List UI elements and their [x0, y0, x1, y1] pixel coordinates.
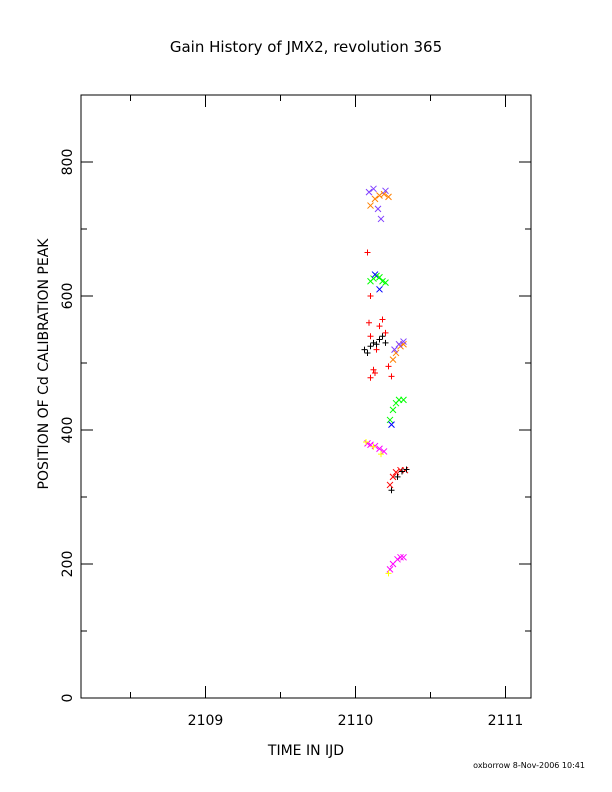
data-point: [380, 448, 388, 455]
data-point: [376, 192, 383, 199]
series-group: [365, 185, 407, 353]
x-tick-label: 2110: [338, 713, 374, 729]
data-point: [367, 293, 374, 299]
data-points: [361, 185, 410, 577]
data-point: [403, 466, 410, 473]
y-tick-label: 800: [60, 149, 76, 176]
data-point: [367, 333, 374, 340]
series-group: [367, 190, 407, 364]
y-tick-label: 200: [60, 551, 76, 578]
data-point: [386, 481, 394, 489]
data-point: [363, 439, 369, 446]
data-point: [391, 346, 398, 353]
data-point: [395, 340, 403, 348]
data-point: [370, 366, 377, 373]
x-tick-label: 2111: [488, 713, 524, 729]
data-point: [379, 316, 386, 323]
series-group: [386, 466, 409, 489]
data-point: [389, 473, 397, 481]
x-tick-label: 2109: [188, 713, 224, 729]
data-point: [389, 356, 397, 364]
data-point: [371, 195, 379, 203]
data-point: [382, 339, 389, 346]
data-point: [364, 249, 371, 256]
data-point: [373, 346, 380, 353]
data-point: [388, 373, 395, 380]
x-axis-label: TIME IN IJD: [267, 743, 344, 759]
data-point: [376, 445, 383, 453]
y-tick-label: 400: [60, 417, 76, 444]
y-tick-labels: 0 200 400 600 800: [60, 149, 76, 703]
data-point: [377, 215, 385, 223]
series-group: [367, 272, 407, 424]
data-point: [382, 329, 389, 336]
data-point: [397, 553, 404, 561]
data-point: [392, 349, 400, 357]
data-point: [385, 570, 392, 577]
data-point: [367, 343, 374, 350]
data-point: [370, 185, 377, 193]
data-point: [394, 473, 401, 480]
data-point: [400, 338, 407, 345]
data-point: [379, 333, 386, 340]
axis-ticks: [81, 95, 531, 698]
data-point: [385, 363, 392, 370]
chart-title: Gain History of JMX2, revolution 365: [170, 38, 442, 56]
series-group: [364, 440, 407, 573]
data-point: [382, 279, 389, 286]
series-group: [361, 333, 389, 356]
data-point: [376, 323, 383, 330]
data-point: [370, 443, 377, 450]
data-point: [385, 193, 392, 201]
data-point: [371, 271, 379, 278]
data-point: [373, 341, 380, 348]
data-point: [382, 187, 389, 195]
data-point: [389, 406, 397, 414]
data-point: [372, 370, 378, 377]
series-group: [388, 466, 410, 494]
data-point: [364, 349, 371, 356]
data-point: [374, 205, 382, 213]
x-tick-labels: 2109 2110 2111: [188, 713, 524, 729]
data-point: [400, 553, 407, 561]
data-point: [380, 190, 388, 198]
y-tick-label: 0: [60, 694, 76, 703]
data-point: [370, 339, 377, 346]
plot-frame: [80, 94, 532, 699]
series-group: [364, 249, 395, 381]
data-point: [361, 346, 368, 353]
data-point: [366, 319, 372, 326]
data-point: [388, 487, 395, 494]
data-point: [376, 285, 383, 293]
data-point: [378, 451, 384, 458]
data-point: [400, 396, 407, 404]
data-point: [367, 202, 374, 209]
data-point: [401, 466, 409, 474]
data-point: [367, 374, 374, 381]
data-point: [376, 273, 383, 281]
data-point: [388, 421, 395, 428]
data-point: [386, 566, 394, 573]
footer-credit: oxborrow 8-Nov-2006 10:41: [473, 761, 585, 770]
series-group: [363, 439, 392, 577]
data-point: [394, 555, 401, 563]
data-point: [376, 336, 383, 343]
series-group: [371, 271, 395, 428]
data-point: [386, 416, 394, 424]
y-axis-label: POSITION OF Cd CALIBRATION PEAK: [36, 238, 52, 490]
data-point: [365, 188, 373, 196]
y-tick-label: 600: [60, 283, 76, 310]
data-point: [399, 468, 405, 475]
